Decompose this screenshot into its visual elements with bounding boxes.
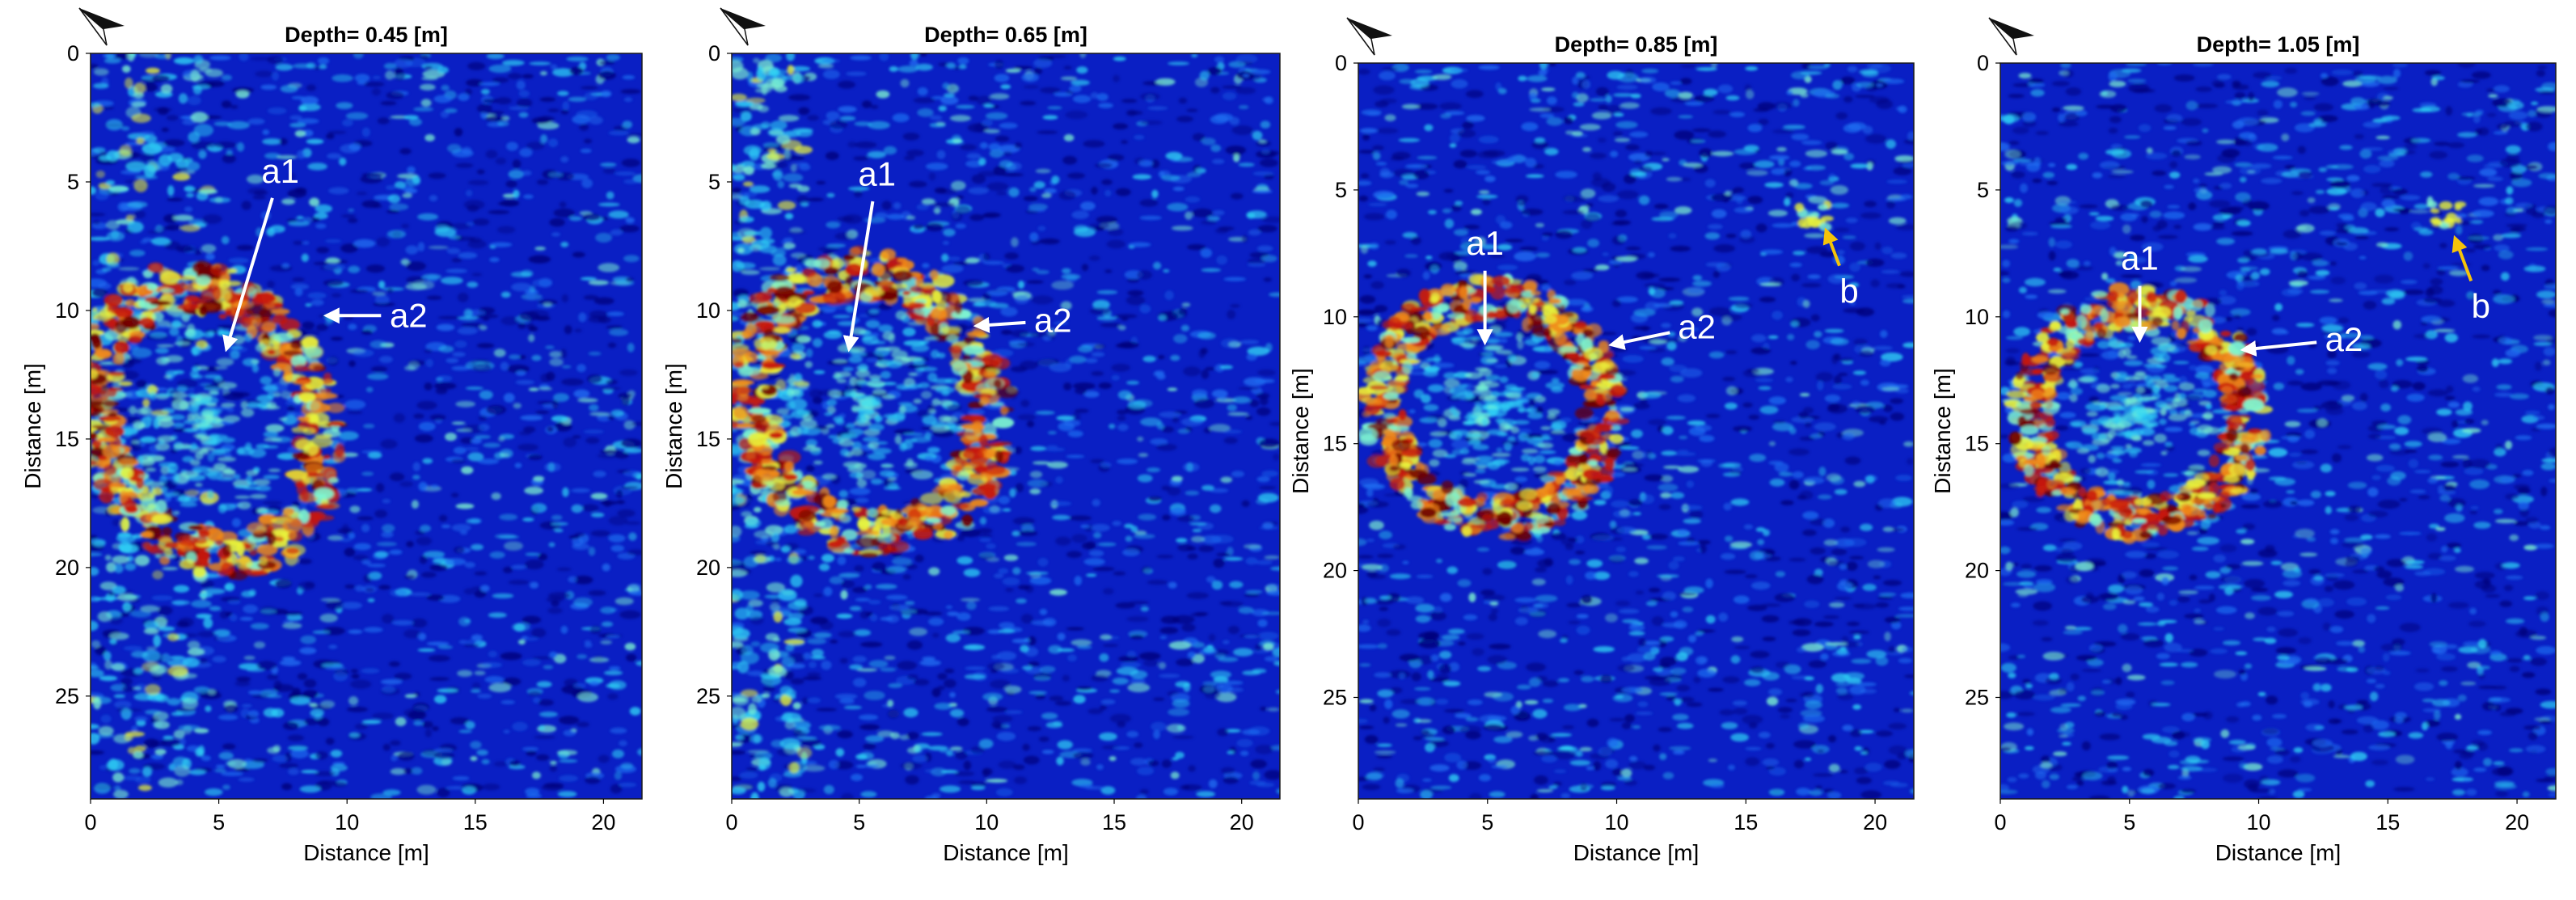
x-axis-label: Distance [m] xyxy=(2215,840,2342,865)
heatmap-texture xyxy=(91,53,642,799)
x-tick-label: 15 xyxy=(463,810,488,835)
chart-panel-2: Depth= 0.65 [m] 0 5 10 15 20 0 5 10 15 20 25 Distanc… xyxy=(661,7,1281,865)
y-tick-label: 20 xyxy=(55,556,79,580)
north-arrow-icon xyxy=(720,7,766,46)
x-tick-label: 0 xyxy=(84,810,96,835)
chart-panel-1: Depth= 0.45 [m] 0 5 10 15 20 0 5 10 15 20 25 Distanc… xyxy=(20,7,643,865)
annotation-arrow-b xyxy=(2451,235,2473,282)
annotation-label-a2: a2 xyxy=(390,296,428,334)
y-tick-label: 15 xyxy=(1965,432,1989,456)
x-tick-label: 5 xyxy=(213,810,225,835)
x-tick-label: 0 xyxy=(1352,810,1364,835)
x-tick-label: 5 xyxy=(1481,810,1493,835)
plot-frame xyxy=(2000,62,2557,800)
x-tick-label: 0 xyxy=(1994,810,2006,835)
y-axis-label: Distance [m] xyxy=(661,363,686,489)
annotation-label-a1: a1 xyxy=(858,154,896,192)
annotation-label-a2: a2 xyxy=(1678,307,1716,345)
x-tick-label: 10 xyxy=(335,810,359,835)
annotation-arrow-b xyxy=(1822,227,1841,267)
plot-frame xyxy=(731,53,1281,800)
y-tick-label: 0 xyxy=(67,41,79,65)
annotation-label-b: b xyxy=(1839,272,1858,310)
y-tick-label: 10 xyxy=(1965,305,1989,329)
chart-panel-4: Depth= 1.05 [m] 0 5 10 15 20 0 5 10 15 20 25 Distanc… xyxy=(1930,17,2557,865)
x-tick-label: 5 xyxy=(853,810,865,835)
chart-title: Depth= 0.85 [m] xyxy=(1555,32,1718,57)
x-tick-label: 10 xyxy=(2246,810,2270,835)
x-tick-label: 10 xyxy=(1604,810,1628,835)
north-arrow-icon xyxy=(1988,17,2034,56)
y-tick-label: 5 xyxy=(708,170,720,194)
heatmap-texture xyxy=(2000,63,2556,799)
x-axis-label: Distance [m] xyxy=(943,840,1069,865)
chart-panel-3: Depth= 0.85 [m] 0 5 10 15 20 0 5 10 15 20 25 Distanc… xyxy=(1288,17,1915,865)
y-tick-label: 15 xyxy=(55,427,79,451)
y-tick-label: 20 xyxy=(696,556,720,580)
x-axis-label: Distance [m] xyxy=(1573,840,1700,865)
y-tick-label: 25 xyxy=(696,684,720,708)
y-tick-label: 10 xyxy=(1323,305,1347,329)
annotation-arrow-a2 xyxy=(1608,331,1670,350)
annotation-label-a1: a1 xyxy=(261,152,299,190)
y-tick-label: 0 xyxy=(1977,51,1989,75)
chart-title: Depth= 1.05 [m] xyxy=(2197,32,2360,57)
y-axis-label: Distance [m] xyxy=(1288,368,1313,494)
y-tick-label: 10 xyxy=(696,298,720,323)
annotation-arrow-a2 xyxy=(973,316,1026,333)
y-tick-label: 25 xyxy=(55,684,79,708)
y-tick-label: 20 xyxy=(1323,559,1347,583)
x-tick-label: 20 xyxy=(1230,810,1254,835)
x-tick-label: 20 xyxy=(1863,810,1887,835)
y-tick-label: 15 xyxy=(696,427,720,451)
north-arrow-icon xyxy=(78,7,125,46)
annotation-label-a1: a1 xyxy=(1466,224,1504,262)
x-tick-label: 0 xyxy=(725,810,737,835)
y-tick-label: 25 xyxy=(1965,686,1989,710)
x-axis-label: Distance [m] xyxy=(303,840,429,865)
annotation-label-a2: a2 xyxy=(2325,320,2363,358)
y-tick-label: 5 xyxy=(1977,178,1989,202)
y-tick-label: 20 xyxy=(1965,559,1989,583)
chart-title: Depth= 0.45 [m] xyxy=(285,23,448,47)
y-tick-label: 10 xyxy=(55,298,79,323)
y-tick-label: 5 xyxy=(1335,178,1347,202)
heatmap-texture xyxy=(732,53,1280,799)
plot-frame xyxy=(90,53,643,800)
annotation-label-a1: a1 xyxy=(2121,239,2159,277)
plot-frame xyxy=(1358,62,1915,800)
x-tick-label: 15 xyxy=(2375,810,2400,835)
y-tick-label: 0 xyxy=(1335,51,1347,75)
annotation-label-a2: a2 xyxy=(1034,302,1072,340)
y-tick-label: 5 xyxy=(67,170,79,194)
x-tick-label: 20 xyxy=(2505,810,2529,835)
y-tick-label: 25 xyxy=(1323,686,1347,710)
y-axis-label: Distance [m] xyxy=(20,363,45,489)
heatmap-texture xyxy=(1358,63,1914,799)
annotation-arrow-a1 xyxy=(222,197,274,353)
annotation-arrow-a2 xyxy=(2240,340,2317,357)
y-tick-label: 0 xyxy=(708,41,720,65)
annotation-arrow-a1 xyxy=(842,201,875,353)
north-arrow-icon xyxy=(1346,17,1392,56)
annotation-label-b: b xyxy=(2472,287,2490,325)
x-tick-label: 15 xyxy=(1102,810,1126,835)
y-axis-label: Distance [m] xyxy=(1930,368,1955,494)
x-tick-label: 15 xyxy=(1734,810,1758,835)
x-tick-label: 10 xyxy=(974,810,999,835)
y-tick-label: 15 xyxy=(1323,432,1347,456)
x-tick-label: 20 xyxy=(591,810,615,835)
x-tick-label: 5 xyxy=(2123,810,2135,835)
chart-title: Depth= 0.65 [m] xyxy=(924,23,1087,47)
